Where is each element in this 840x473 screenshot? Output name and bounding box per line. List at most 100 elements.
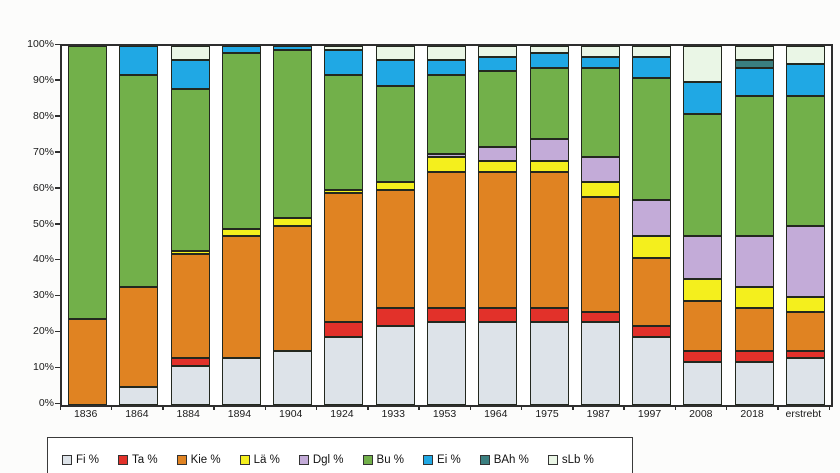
- bar-segment-slb-2018: [734, 46, 774, 61]
- legend-label: sLb %: [561, 454, 594, 466]
- x-axis-label-1987: 1987: [586, 408, 610, 420]
- bar-slot-1904: [267, 46, 318, 405]
- bar-segment-ei-1987: [580, 56, 620, 68]
- bar-segment-ta-erstrebt: [785, 351, 825, 359]
- x-axis-tick: [520, 405, 523, 410]
- y-axis-label-60: 60%: [32, 181, 54, 194]
- bar-segment-lä-1894: [221, 229, 261, 237]
- stacked-bar-1933: [375, 46, 415, 405]
- x-axis-label-2018: 2018: [740, 408, 764, 420]
- x-axis-label-1884: 1884: [176, 408, 200, 420]
- bar-segment-fi-1894: [221, 358, 261, 405]
- y-axis-label-70: 70%: [32, 145, 54, 158]
- x-axis-tick: [315, 405, 318, 410]
- legend-label: Lä %: [253, 454, 280, 466]
- legend-label: Dgl %: [312, 454, 344, 466]
- bar-segment-lä-1964: [478, 160, 518, 172]
- legend-item-kie: Kie %: [176, 454, 221, 466]
- x-axis-label-1836: 1836: [73, 408, 98, 420]
- bar-segment-bu-1987: [580, 67, 620, 158]
- bar-segment-bu-1997: [632, 78, 672, 201]
- legend-label: BAh %: [493, 454, 529, 466]
- bar-segment-fi-1933: [375, 326, 415, 405]
- x-axis-label-1975: 1975: [535, 408, 559, 420]
- bar-segment-kie-1964: [478, 171, 518, 309]
- legend-label: Fi %: [76, 454, 99, 466]
- legend-item-lä: Lä %: [239, 454, 280, 466]
- y-axis-tick-60: [55, 187, 60, 189]
- bar-slot-1964: [472, 46, 523, 405]
- y-axis-label-30: 30%: [32, 289, 54, 302]
- bar-segment-slb-1975: [529, 46, 569, 54]
- bar-segment-ei-2008: [683, 81, 723, 115]
- bar-segment-kie-1975: [529, 171, 569, 309]
- bar-segment-dgl-1964: [478, 146, 518, 161]
- legend: Fi % Ta % Kie % Lä % Dgl % Bu % Ei % BAh % sLb %: [47, 437, 633, 473]
- bar-segment-ei-1904: [273, 46, 313, 50]
- stacked-bar-2008: [683, 46, 723, 405]
- stacked-bar-1987: [580, 46, 620, 405]
- x-axis-tick: [828, 405, 830, 410]
- bar-segment-kie-1987: [580, 196, 620, 312]
- bar-segment-bu-1953: [427, 74, 466, 154]
- bar-slot-1894: [216, 46, 267, 405]
- x-axis-label-erstrebt: erstrebt: [785, 408, 822, 420]
- x-axis-tick: [572, 405, 574, 410]
- legend-swatch-icon: [239, 455, 250, 465]
- x-axis-tick: [725, 405, 728, 410]
- bar-segment-lä-1933: [375, 182, 415, 190]
- bar-segment-bu-1933: [375, 85, 415, 183]
- legend-item-bah: BAh %: [479, 454, 529, 466]
- bar-segment-lä-1987: [580, 182, 620, 197]
- x-axis-tick: [777, 405, 779, 410]
- bar-segment-kie-1864: [119, 286, 159, 388]
- stacked-bar-1836: [68, 46, 108, 405]
- bar-segment-bu-1964: [478, 71, 518, 147]
- bar-segment-bu-1894: [221, 53, 261, 230]
- x-axis-tick: [418, 405, 420, 410]
- bar-segment-dgl-1975: [529, 139, 569, 161]
- x-axis-tick: [264, 405, 267, 410]
- bar-segment-lä-1904: [273, 218, 313, 226]
- bar-segment-slb-1933: [375, 46, 415, 61]
- stacked-bar-1904: [273, 46, 313, 405]
- bar-segment-kie-erstrebt: [785, 311, 825, 352]
- y-axis-tick-0: [55, 402, 60, 404]
- bar-segment-ei-1864: [119, 46, 159, 75]
- stacked-bar-1864: [119, 46, 159, 405]
- bar-segment-dgl-erstrebt: [785, 225, 825, 298]
- legend-swatch-icon: [62, 455, 72, 465]
- bar-slot-erstrebt: [780, 46, 831, 405]
- legend-swatch-icon: [423, 455, 434, 465]
- bars-container: [62, 46, 831, 405]
- bar-segment-lä-1953: [427, 157, 466, 172]
- bar-segment-ei-1975: [529, 53, 569, 68]
- bar-segment-slb-1884: [170, 46, 210, 61]
- legend-item-ta: Ta %: [118, 454, 158, 466]
- bar-segment-fi-2018: [734, 361, 774, 405]
- legend-swatch-icon: [479, 455, 490, 465]
- x-axis-tick: [162, 405, 164, 410]
- bar-segment-kie-1904: [273, 225, 313, 352]
- x-axis-tick: [469, 405, 472, 410]
- stacked-bar-1964: [478, 46, 518, 405]
- bar-segment-kie-1894: [221, 236, 261, 359]
- bar-segment-ta-1953: [427, 308, 466, 323]
- bar-segment-fi-1904: [273, 351, 313, 405]
- bar-slot-1953: [421, 46, 472, 405]
- stacked-bar-1924: [324, 46, 364, 405]
- bar-segment-kie-1836: [68, 318, 108, 405]
- bar-segment-lä-2018: [734, 286, 774, 309]
- bar-segment-ei-1953: [427, 60, 466, 75]
- legend-item-dgl: Dgl %: [298, 454, 344, 466]
- x-axis-label-1964: 1964: [484, 408, 508, 420]
- bar-segment-slb-2008: [683, 46, 723, 82]
- bar-segment-ta-2008: [683, 351, 723, 362]
- x-axis-label-1997: 1997: [637, 408, 662, 420]
- bar-segment-lä-1975: [529, 160, 569, 172]
- x-axis-label-1933: 1933: [381, 408, 405, 420]
- bar-slot-1933: [370, 46, 421, 405]
- stacked-bar-1953: [427, 46, 466, 405]
- y-axis-label-0: 0%: [38, 397, 54, 409]
- bar-segment-fi-erstrebt: [785, 358, 825, 405]
